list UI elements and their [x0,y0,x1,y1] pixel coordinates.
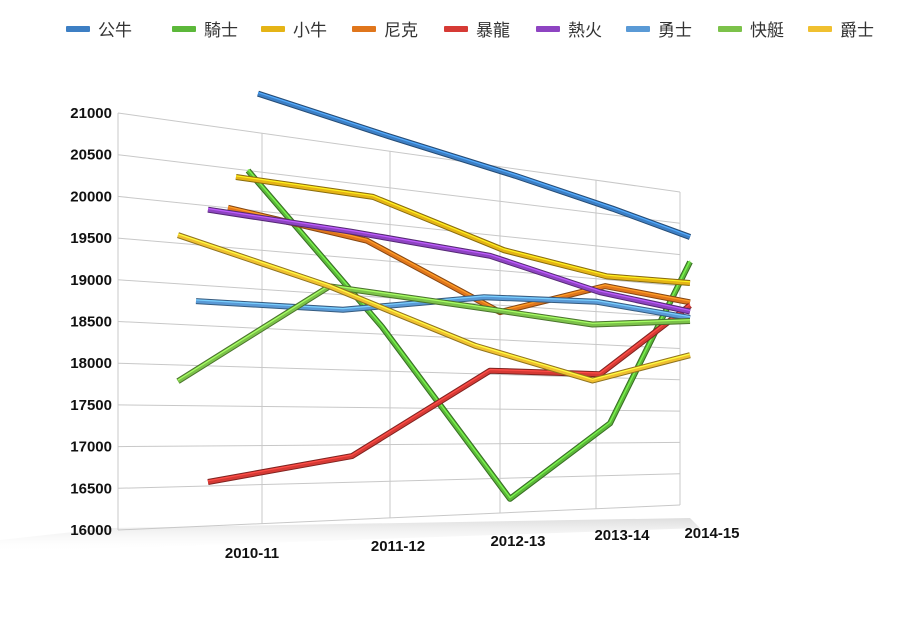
y-tick-label: 19000 [70,272,112,289]
legend-item: 熱火 [536,21,602,41]
series-line-highlight [177,284,691,381]
legend-item: 騎士 [172,21,238,41]
legend-label: 熱火 [568,21,602,41]
series-line-highlight [207,303,691,482]
series-8 [176,283,691,384]
legend-swatch [172,26,196,32]
series-2 [245,168,693,502]
series-7 [195,294,691,321]
gridline-h [117,112,681,193]
gridline-h [117,504,681,531]
series-line [257,91,691,239]
legend-label: 公牛 [98,21,132,41]
series-line-shadow [245,168,693,502]
y-tick-label: 17000 [70,439,112,456]
x-tick-label: 2013-14 [594,527,650,544]
y-tick-label: 18000 [70,355,112,372]
legend-item: 勇士 [626,21,692,41]
y-tick-label: 20500 [70,147,112,164]
legend-swatch [808,26,832,32]
x-tick-label: 2011-12 [371,538,425,555]
series-line-highlight [235,175,691,283]
series-line [176,284,691,383]
legend-item: 尼克 [352,21,418,41]
legend-label: 小牛 [293,21,327,41]
series-lines [176,90,693,502]
series-line-highlight [207,207,691,311]
gridline-h [117,154,681,224]
gridline-h [117,473,681,489]
y-tick-label: 17500 [70,397,112,414]
series-6 [207,206,691,315]
x-tick-label: 2014-15 [684,525,739,542]
y-tick-label: 21000 [70,105,112,122]
legend-label: 勇士 [658,21,692,41]
series-line [246,169,692,501]
legend-label: 暴龍 [476,21,510,41]
x-axis: 2010-11 2011-12 2012-13 2013-14 2014-15 [225,525,740,562]
y-tick-label: 18500 [70,314,112,331]
series-1 [257,90,692,240]
legend-swatch [718,26,742,32]
series-line-highlight [257,91,691,237]
legend-swatch [352,26,376,32]
legend-label: 尼克 [384,21,418,41]
legend-item: 爵士 [808,21,874,41]
series-line [235,175,691,285]
gridline-h [117,195,681,256]
series-line-highlight [177,233,691,380]
series-line [207,303,692,484]
series-line [207,207,691,314]
gridline-h [117,321,681,349]
legend-label: 爵士 [840,21,874,41]
legend-label: 快艇 [750,21,784,41]
legend-swatch [536,26,560,32]
legend-swatch [626,26,650,32]
series-5 [207,303,692,485]
legend-item: 暴龍 [444,21,510,41]
legend-item: 小牛 [261,21,327,41]
x-tick-label: 2012-13 [490,533,545,550]
floor-shadow [0,518,700,552]
y-tick-label: 19500 [70,230,112,247]
series-line [177,233,691,383]
legend-label: 騎士 [204,21,238,41]
legend-swatch [261,26,285,32]
legend-swatch [444,26,468,32]
y-axis: 16000 16500 17000 17500 18000 18500 19000 19500… [70,105,112,539]
gridline-h [117,404,681,412]
y-tick-label: 16000 [70,522,112,539]
legend-swatch [66,26,90,32]
y-tick-label: 16500 [70,480,112,497]
legend-item: 公牛 [66,21,132,41]
series-3 [235,174,691,286]
series-9 [177,232,691,384]
x-tick-label: 2010-11 [225,545,279,562]
legend-item: 快艇 [718,21,784,41]
series-line-shadow [177,232,691,384]
legend: 公牛 騎士 小牛 尼克 暴龍 熱火 勇士 快艇 爵士 [66,21,874,41]
y-tick-label: 20000 [70,188,112,205]
